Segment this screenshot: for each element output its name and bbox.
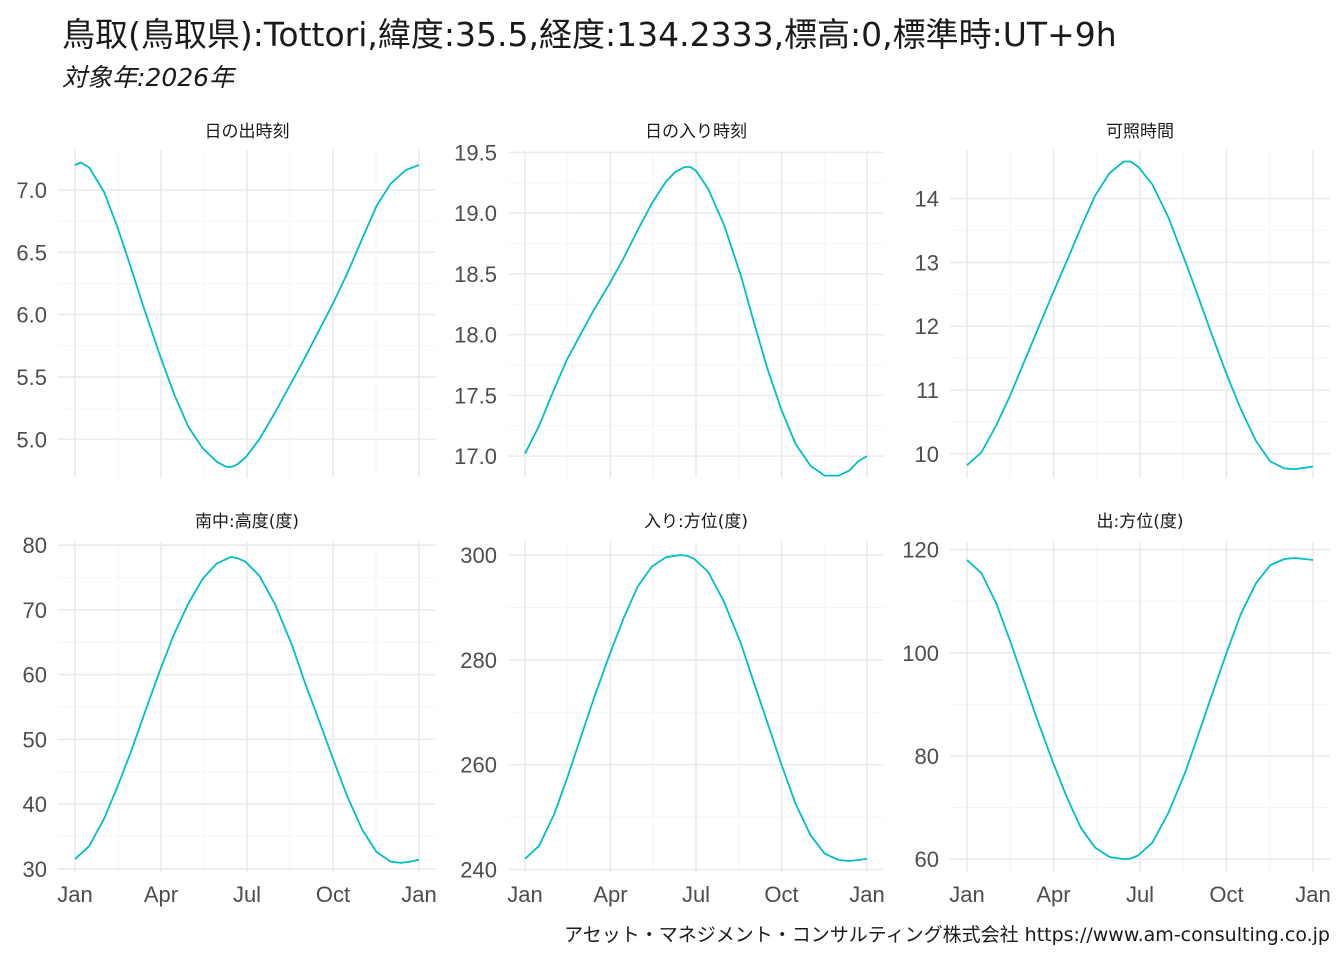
y-tick-label: 240: [460, 857, 497, 882]
y-tick-label: 5.5: [16, 365, 47, 390]
x-tick-label: Jan: [401, 882, 436, 907]
y-tick-label: 7.0: [16, 178, 47, 203]
y-tick-label: 6.5: [16, 240, 47, 265]
x-tick-label: Jan: [949, 882, 984, 907]
x-tick-label: Jan: [57, 882, 92, 907]
y-tick-label: 5.0: [16, 427, 47, 452]
facet-panel-1: 日の出時刻 5.0 5.5 6.0 6.5 7.0: [16, 122, 436, 478]
facet-panel-4: 南中:高度(度) 30 40 50 60 70 80 Jan Apr Jul Oct Jan: [23, 512, 437, 907]
y-tick-label: 13: [915, 250, 939, 275]
facet-title: 日の出時刻: [205, 122, 290, 142]
y-tick-label: 120: [902, 538, 939, 563]
chart-title: 鳥取(鳥取県):Tottori,緯度:35.5,経度:134.2333,標高:0…: [62, 15, 1117, 54]
y-tick-label: 50: [23, 727, 47, 752]
y-tick-label: 100: [902, 641, 939, 666]
series-line: [966, 160, 1314, 470]
series-line: [524, 554, 868, 862]
x-tick-label: Oct: [764, 882, 798, 907]
y-tick-label: 18.0: [454, 323, 497, 348]
y-tick-label: 80: [23, 533, 47, 558]
x-tick-label: Jan: [507, 882, 542, 907]
y-tick-label: 60: [23, 663, 47, 688]
y-tick-label: 17.0: [454, 444, 497, 469]
y-tick-label: 40: [23, 792, 47, 817]
series-line: [966, 557, 1314, 860]
series-line: [524, 166, 868, 477]
series-line: [74, 556, 420, 864]
facet-title: 日の入り時刻: [645, 122, 747, 142]
x-tick-label: Oct: [316, 882, 350, 907]
y-tick-label: 30: [23, 857, 47, 882]
x-tick-label: Jul: [682, 882, 710, 907]
x-tick-label: Jan: [849, 882, 884, 907]
y-tick-label: 70: [23, 598, 47, 623]
y-tick-label: 14: [915, 186, 939, 211]
series-line: [74, 161, 420, 468]
y-tick-label: 18.5: [454, 262, 497, 287]
facet-panel-5: 入り:方位(度) 240 260 280 300 Jan Apr Jul Oct Jan: [460, 512, 884, 907]
y-tick-label: 280: [460, 648, 497, 673]
y-tick-label: 6.0: [16, 303, 47, 328]
y-tick-label: 11: [916, 378, 939, 403]
facet-panel-6: 出:方位(度) 60 80 100 120 Jan Apr Jul Oct Jan: [902, 512, 1330, 907]
chart-subtitle: 対象年:2026年: [62, 63, 235, 92]
facet-panel-3: 可照時間 10 11 12 13 14: [915, 122, 1330, 478]
y-tick-label: 17.5: [454, 383, 497, 408]
x-tick-label: Jul: [233, 882, 261, 907]
y-tick-label: 80: [915, 744, 939, 769]
y-tick-label: 19.0: [454, 201, 497, 226]
y-tick-label: 10: [915, 442, 939, 467]
facet-title: 入り:方位(度): [644, 512, 748, 532]
y-tick-label: 60: [915, 847, 939, 872]
x-tick-label: Apr: [1036, 882, 1070, 907]
x-tick-label: Oct: [1209, 882, 1243, 907]
facet-title: 可照時間: [1106, 122, 1174, 142]
x-tick-label: Apr: [593, 882, 627, 907]
facet-panel-2: 日の入り時刻 17.0 17.5 18.0 18.5 19.0 19.5: [454, 122, 884, 478]
y-tick-label: 19.5: [454, 140, 497, 165]
x-tick-label: Apr: [144, 882, 178, 907]
x-tick-label: Jan: [1295, 882, 1330, 907]
y-tick-label: 260: [460, 753, 497, 778]
y-tick-label: 300: [460, 543, 497, 568]
chart-caption: アセット・マネジメント・コンサルティング株式会社 https://www.am-…: [564, 924, 1330, 946]
facet-title: 出:方位(度): [1097, 512, 1184, 532]
x-tick-label: Jul: [1126, 882, 1154, 907]
y-tick-label: 12: [915, 314, 939, 339]
facet-title: 南中:高度(度): [195, 512, 299, 532]
